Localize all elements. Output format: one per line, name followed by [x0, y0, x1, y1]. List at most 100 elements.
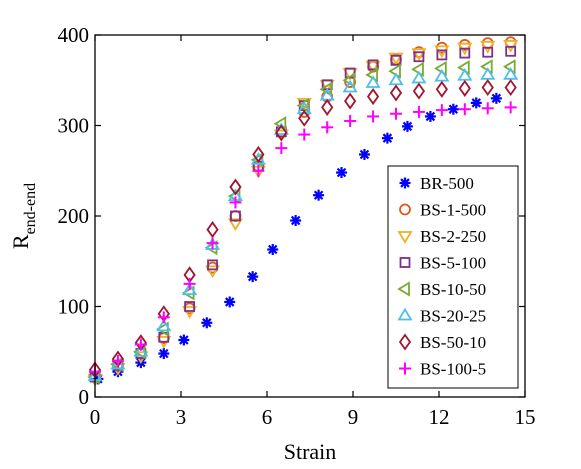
data-point — [367, 59, 379, 71]
y-axis-label-main: R — [8, 234, 33, 249]
data-point — [313, 189, 325, 201]
legend: BR-500 BS-1-500 BS-2-250 BS-5-100 BS-10-50 BS… — [387, 165, 519, 389]
data-point — [342, 79, 358, 93]
data-point — [230, 210, 241, 222]
legend-marker — [397, 281, 410, 297]
data-point — [401, 120, 413, 132]
data-point — [411, 70, 427, 84]
data-point — [252, 164, 265, 177]
data-markers — [87, 36, 519, 387]
data-point — [365, 75, 381, 88]
data-point — [178, 334, 190, 346]
y-tick-label: 0 — [79, 385, 90, 409]
data-point — [201, 317, 213, 329]
data-point — [296, 98, 310, 114]
data-point — [447, 103, 459, 115]
data-point — [413, 51, 425, 63]
x-tick-label: 15 — [515, 405, 536, 429]
legend-label: BS-20-25 — [420, 307, 486, 326]
data-point — [183, 277, 196, 290]
data-point — [206, 237, 219, 250]
y-axis-label: Rend-end — [8, 183, 39, 249]
data-point — [424, 110, 436, 122]
data-point — [388, 72, 404, 86]
y-tick-label: 400 — [58, 23, 90, 47]
legend-marker — [399, 177, 411, 189]
data-point — [182, 306, 198, 319]
data-point — [436, 49, 448, 61]
data-point — [134, 338, 147, 351]
legend-marker — [399, 203, 411, 216]
legend-label: BS-10-50 — [420, 280, 486, 299]
data-point — [298, 128, 311, 141]
data-point — [336, 167, 348, 179]
data-point — [505, 45, 517, 57]
x-tick-label: 3 — [176, 405, 187, 429]
legend-label: BS-1-500 — [420, 201, 486, 220]
data-point — [229, 196, 242, 209]
data-point — [457, 67, 473, 81]
data-point — [481, 102, 494, 115]
data-point — [480, 67, 496, 80]
data-point — [133, 344, 149, 357]
data-point — [227, 218, 244, 231]
data-point — [229, 178, 242, 196]
data-point — [390, 107, 402, 120]
data-point — [411, 48, 427, 61]
legend-marker — [399, 362, 411, 375]
data-point — [459, 47, 471, 59]
data-point — [204, 265, 221, 279]
data-point — [206, 221, 219, 239]
data-point — [158, 348, 170, 360]
data-point — [321, 121, 334, 134]
data-point — [503, 67, 519, 80]
data-point — [290, 215, 302, 227]
x-tick-label: 0 — [90, 405, 101, 429]
legend-label: BS-5-100 — [420, 254, 486, 273]
x-tick-label: 9 — [348, 405, 359, 429]
y-tick-label: 300 — [58, 114, 90, 138]
data-point — [358, 148, 370, 160]
data-point — [434, 68, 450, 82]
data-point — [434, 45, 450, 59]
y-tick-label: 100 — [58, 295, 90, 319]
data-point — [365, 60, 381, 74]
data-point — [367, 110, 380, 123]
data-point — [157, 311, 170, 324]
legend-label: BS-100-5 — [420, 360, 486, 379]
data-point — [181, 285, 195, 301]
y-axis-label-sub: end-end — [22, 183, 39, 235]
data-point — [470, 97, 482, 109]
data-point — [275, 142, 288, 155]
data-point — [267, 243, 279, 255]
x-tick-label: 6 — [262, 405, 273, 429]
data-point — [296, 101, 312, 115]
data-point — [412, 105, 425, 118]
data-point — [490, 92, 502, 104]
legend-marker — [399, 257, 411, 268]
data-point — [412, 82, 426, 100]
data-point — [298, 109, 311, 127]
data-point — [482, 46, 494, 58]
legend-marker — [398, 333, 412, 351]
data-point — [381, 132, 393, 144]
data-point — [366, 87, 380, 106]
y-tick-label: 200 — [58, 204, 90, 228]
data-point — [247, 271, 259, 283]
data-point — [207, 259, 218, 271]
data-point — [250, 152, 266, 165]
data-point — [388, 52, 404, 66]
data-point — [458, 103, 471, 116]
series-bs-100-5 — [89, 101, 517, 378]
data-point — [435, 80, 448, 98]
data-point — [182, 282, 198, 296]
data-point — [156, 321, 169, 337]
data-point — [435, 104, 448, 117]
legend-marker — [397, 231, 413, 244]
data-point — [110, 356, 126, 370]
data-point — [224, 296, 236, 308]
data-point — [275, 124, 288, 142]
data-point — [504, 78, 517, 97]
data-point — [252, 145, 265, 164]
